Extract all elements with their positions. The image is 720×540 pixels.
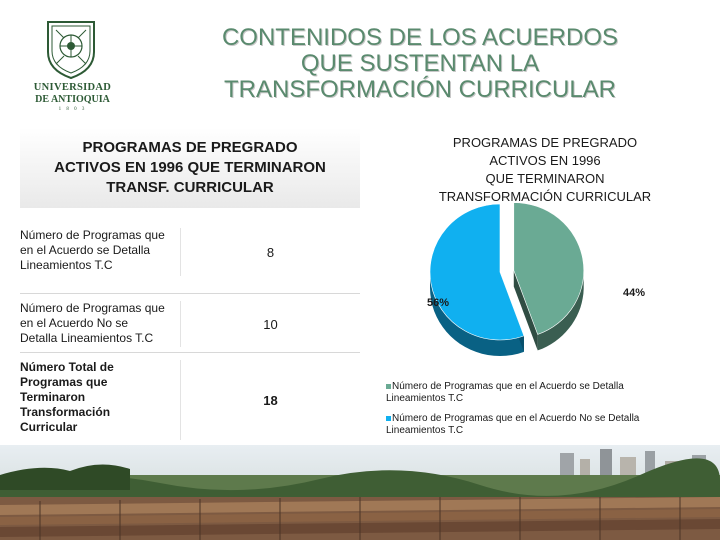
pie-slice-side [430, 272, 524, 356]
campus-photo [0, 445, 720, 540]
slice-percent-label: 56% [427, 297, 449, 309]
table-header: PROGRAMAS DE PREGRADO ACTIVOS EN 1996 QU… [20, 128, 360, 208]
logo-text-line2: DE ANTIOQUIA [35, 94, 110, 105]
legend-swatch-blue [386, 415, 391, 421]
pie-slice [513, 202, 585, 335]
row-value: 8 [180, 228, 360, 276]
legend-item: Número de Programas que en el Acuerdo No… [386, 413, 686, 437]
table-row: Número de Programas que en el Acuerdo No… [20, 301, 360, 347]
pie-slice-edge [513, 270, 538, 351]
university-seal-icon [47, 21, 95, 80]
pie-chart: 56% 44% [427, 202, 645, 356]
pie-slices [429, 202, 585, 356]
slide-title: CONTENIDOS DE LOS ACUERDOS QUE SUSTENTAN… [221, 24, 619, 103]
logo-year: 1 8 0 3 [58, 107, 87, 112]
table-row: Número de Programas que en el Acuerdo se… [20, 228, 360, 280]
table-header-text: PROGRAMAS DE PREGRADO ACTIVOS EN 1996 QU… [54, 139, 326, 196]
legend-item: Número de Programas que en el Acuerdo se… [386, 381, 686, 405]
row-divider [20, 293, 360, 294]
logo-text-line1: UNIVERSIDAD [33, 82, 112, 93]
chart-title: PROGRAMAS DE PREGRADO ACTIVOS EN 1996 QU… [438, 135, 652, 204]
university-logo: UNIVERSIDAD DE ANTIOQUIA 1 8 0 3 [30, 18, 115, 112]
row-label: Número de Programas que en el Acuerdo No… [20, 301, 165, 345]
pie-slice [429, 203, 525, 341]
row-value: 10 [180, 301, 360, 347]
table-row: Número Total de Programas que Terminaron… [20, 360, 360, 440]
legend-label: Número de Programas que en el Acuerdo No… [386, 413, 640, 436]
row-value: 18 [180, 360, 360, 440]
pie-slice-side [537, 268, 584, 351]
slice-percent-label: 44% [623, 287, 645, 299]
row-label: Número Total de Programas que Terminaron… [20, 360, 114, 434]
legend-label: Número de Programas que en el Acuerdo se… [386, 381, 624, 404]
row-label: Número de Programas que en el Acuerdo se… [20, 228, 165, 272]
legend-swatch-green [386, 383, 391, 389]
row-divider [20, 352, 360, 353]
